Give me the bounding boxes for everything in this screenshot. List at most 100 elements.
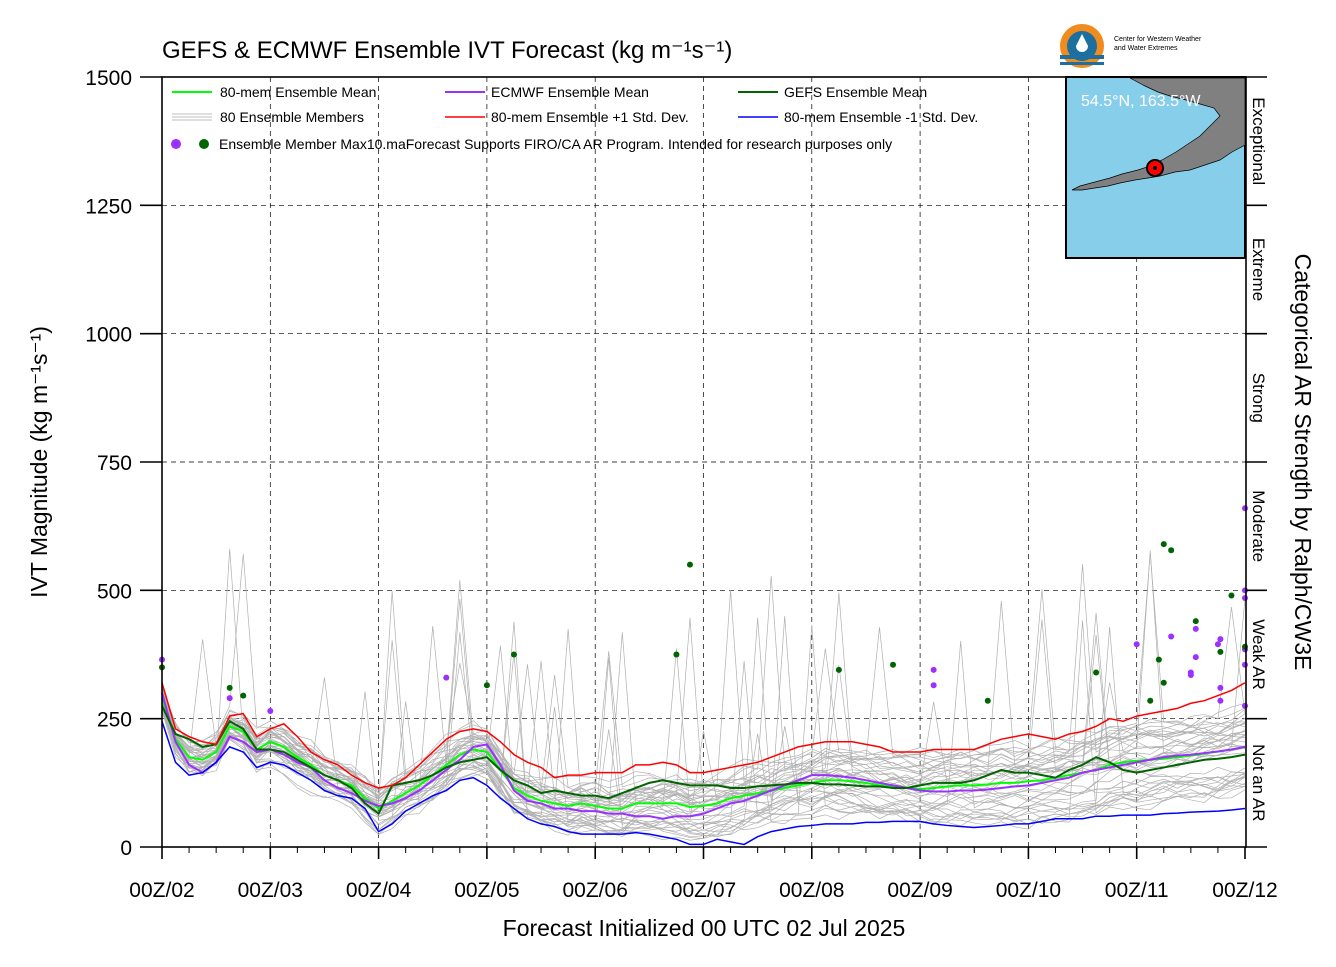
y-tick-label: 1250 (85, 195, 132, 218)
y-tick-label: 500 (97, 580, 132, 603)
legend-dot-ecmwf-max (171, 139, 181, 149)
logo-text-2: and Water Extremes (1114, 45, 1178, 52)
ensemble-member-line (161, 708, 1246, 834)
member-max-marker (226, 695, 233, 702)
member-max-marker (1192, 618, 1199, 625)
x-tick-label: 00Z/08 (779, 879, 844, 902)
y-tick-label: 250 (97, 709, 132, 732)
member-max-marker (267, 707, 274, 714)
axes: 00Z/02 00Z/03 00Z/04 00Z/05 00Z/06 00Z/07 00Z/… (85, 67, 1277, 902)
legend-label-minus-sd: 80-mem Ensemble -1 Std. Dev. (784, 109, 978, 125)
member-max-marker (1228, 592, 1235, 599)
ensemble-member-line (161, 620, 1246, 837)
member-max-marker (1242, 661, 1248, 668)
member-max-marker (483, 682, 490, 689)
legend-member-max-text: Ensemble Member Max (219, 136, 367, 152)
member-max-marker (1217, 697, 1224, 704)
member-max-marker (1168, 633, 1175, 640)
x-tick-label: 00Z/10 (996, 879, 1061, 902)
series-lines (161, 682, 1246, 846)
member-max-marker (1155, 656, 1162, 663)
ensemble-member-line (161, 700, 1246, 810)
series-line-1 (161, 692, 1246, 820)
y-tick-label: 750 (97, 452, 132, 475)
member-max-marker (1133, 641, 1140, 648)
right-axis-label: Categorical AR Strength by Ralph/CW3E (1290, 254, 1316, 671)
x-tick-label: 00Z/04 (346, 879, 412, 902)
x-tick-label: 00Z/11 (1105, 879, 1169, 902)
member-max-marker (1160, 679, 1167, 686)
member-max-marker (510, 651, 517, 658)
x-tick-label: 00Z/02 (129, 879, 194, 902)
y-axis-label: IVT Magnitude (kg m⁻¹s⁻¹) (26, 326, 52, 598)
member-max-marker (1242, 702, 1248, 709)
x-tick-label: 00Z/12 (1212, 879, 1277, 902)
x-tick-label: 00Z/07 (671, 879, 736, 902)
alaska-landmass (1071, 77, 1246, 191)
inset-location-label: 54.5°N, 163.5°W (1081, 93, 1201, 110)
member-max-marker (1214, 641, 1221, 648)
member-max-marker (1160, 541, 1167, 548)
ensemble-member-line (161, 661, 1246, 835)
member-max-marker (1217, 684, 1224, 691)
ensemble-member-line (161, 617, 1246, 832)
category-label: Not an AR (1249, 744, 1268, 822)
member-max-marker (226, 684, 233, 691)
member-max-marker (1242, 643, 1248, 650)
x-tick-label: 00Z/09 (887, 879, 952, 902)
y-tick-label: 1500 (85, 67, 132, 90)
legend-label-gefs-mean: GEFS Ensemble Mean (784, 84, 927, 100)
member-max-marker (984, 697, 991, 704)
member-max-marker (1217, 636, 1224, 643)
category-label: Weak AR (1249, 619, 1268, 690)
grid-lines (162, 77, 1245, 847)
member-max-marker (1192, 625, 1199, 632)
category-label: Strong (1249, 373, 1268, 423)
legend: 80-mem Ensemble Mean ECMWF Ensemble Mean… (171, 84, 978, 152)
x-tick-label: 00Z/05 (454, 879, 519, 902)
ensemble-member-line (161, 700, 1246, 832)
legend-label-member-max: Ensemble Member Max10.maForecast Support… (219, 136, 892, 152)
legend-note-text: 10.maForecast Supports FIRO/CA AR Progra… (367, 136, 892, 152)
logo-text-1: Center for Western Weather (1114, 36, 1202, 43)
ensemble-member-line (161, 634, 1246, 805)
x-tick-label: 00Z/06 (563, 879, 628, 902)
member-max-marker (1093, 669, 1100, 676)
ensemble-member-line (161, 627, 1246, 835)
member-max-marker (1168, 547, 1175, 554)
legend-label-members: 80 Ensemble Members (220, 109, 364, 125)
member-max-marker (835, 666, 842, 673)
member-max-marker (1187, 672, 1194, 679)
series-line-3 (161, 682, 1246, 789)
legend-label-plus-sd: 80-mem Ensemble +1 Std. Dev. (491, 109, 689, 125)
category-label: Moderate (1249, 490, 1268, 562)
member-max-marker (240, 692, 247, 699)
legend-label-ecmwf-mean: ECMWF Ensemble Mean (491, 84, 649, 100)
member-max-marker (930, 682, 937, 689)
ensemble-member-line (161, 702, 1246, 837)
member-max-marker (1217, 648, 1224, 655)
x-tick-label: 00Z/03 (238, 879, 303, 902)
legend-dot-gefs-max (199, 139, 209, 149)
x-axis-label: Forecast Initialized 00 UTC 02 Jul 2025 (503, 915, 906, 941)
series-line-4 (161, 720, 1246, 846)
member-max-marker (1242, 595, 1248, 602)
chart-title: GEFS & ECMWF Ensemble IVT Forecast (kg m… (162, 37, 732, 64)
member-max-marker (443, 674, 450, 681)
member-max-marker (890, 661, 897, 668)
y-tick-label: 1000 (85, 324, 132, 347)
inset-map: 54.5°N, 163.5°W (1065, 76, 1246, 259)
member-max-marker (930, 666, 937, 673)
member-max-marker (673, 651, 680, 658)
category-label: Exceptional (1249, 97, 1268, 185)
cw3e-logo: Center for Western Weather and Water Ext… (1060, 24, 1202, 68)
member-max-marker (1192, 654, 1199, 661)
member-max-marker (1242, 505, 1248, 512)
category-label: Extreme (1249, 238, 1268, 301)
legend-swatch-members (172, 113, 212, 121)
member-max-marker (686, 561, 693, 568)
series-line-2 (161, 705, 1246, 816)
ensemble-member-line (161, 619, 1246, 821)
